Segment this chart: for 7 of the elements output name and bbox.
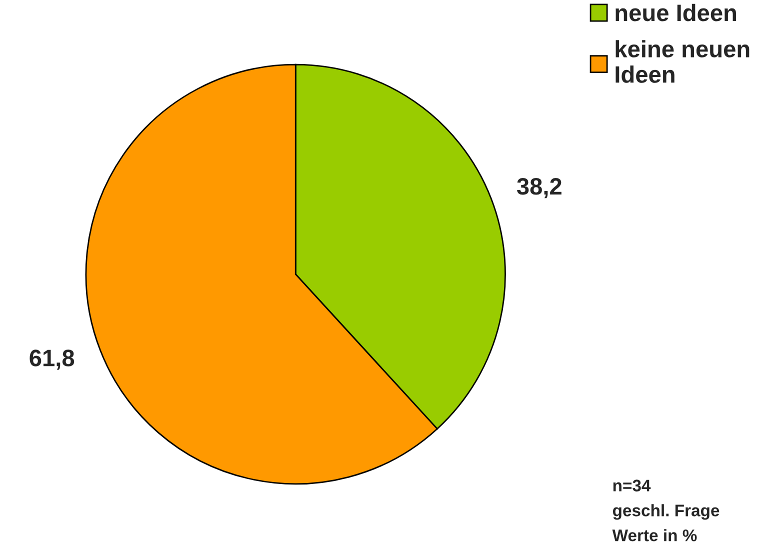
legend-label: neue Ideen [616,4,736,22]
data-label: 38,2 [516,178,562,198]
text: Werte in % [612,529,697,542]
text: geschl. Frage [612,504,720,520]
text: n=34 [613,480,651,492]
data-label: 61,8 [30,350,74,370]
legend-label: keine neuen Ideen [616,40,750,83]
